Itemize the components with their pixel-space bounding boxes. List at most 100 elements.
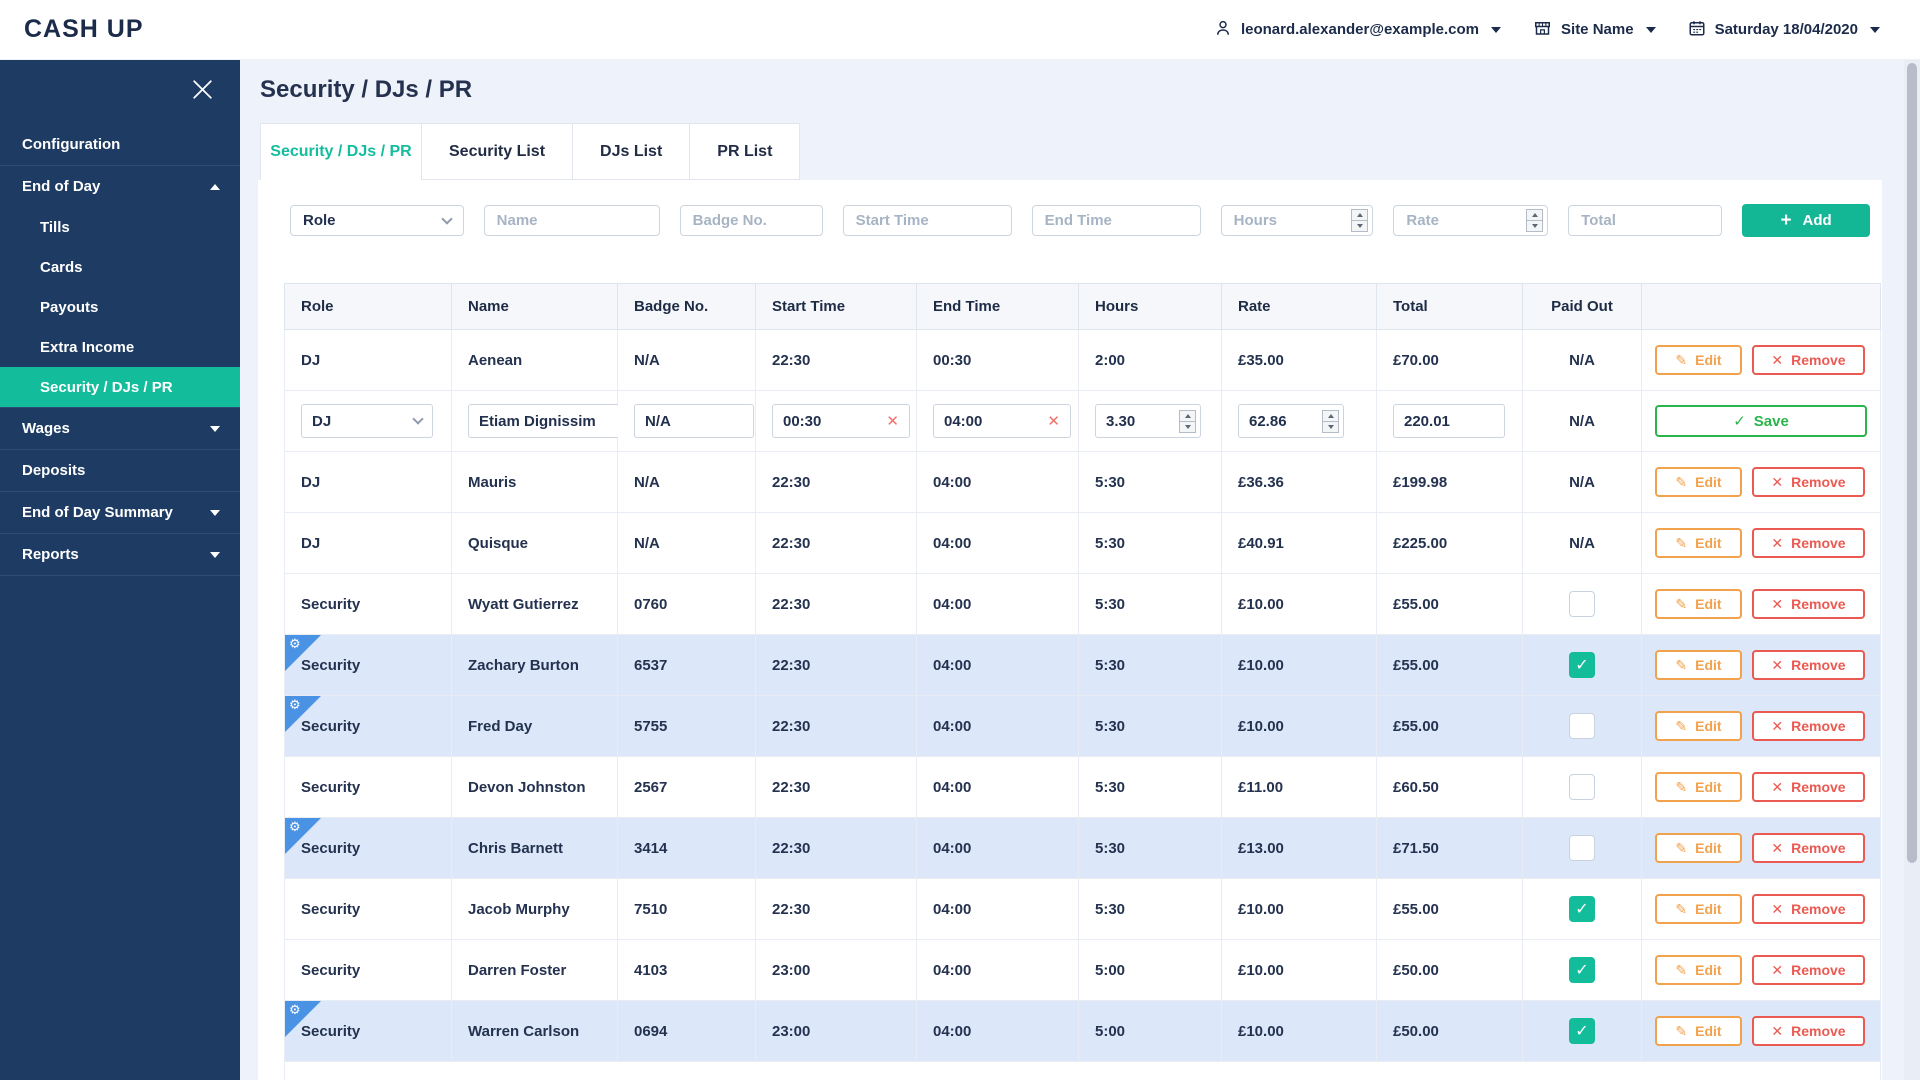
scrollbar-thumb[interactable] — [1907, 63, 1917, 863]
hours-stepper[interactable]: Hours — [1221, 205, 1374, 236]
edit-button[interactable]: ✎Edit — [1655, 467, 1742, 497]
remove-button[interactable]: ✕Remove — [1752, 1016, 1865, 1046]
remove-button-label: Remove — [1791, 352, 1845, 368]
sidebar-item-payouts[interactable]: Payouts — [0, 287, 240, 327]
sidebar-item-configuration[interactable]: Configuration — [0, 124, 240, 165]
name-input[interactable] — [484, 205, 660, 236]
edit-total-input[interactable] — [1393, 404, 1505, 438]
date-menu[interactable]: Saturday 18/04/2020 — [1688, 19, 1880, 41]
user-menu[interactable]: leonard.alexander@example.com — [1214, 19, 1501, 41]
edit-button-label: Edit — [1695, 962, 1721, 978]
paid-out-checkbox[interactable]: ✓ — [1569, 652, 1595, 678]
sidebar-item-end-of-day-summary[interactable]: End of Day Summary — [0, 492, 240, 533]
edit-rate-stepper[interactable]: 62.86 — [1238, 404, 1344, 438]
sidebar-item-reports[interactable]: Reports — [0, 534, 240, 575]
content-panel: Role Hours Rate + Add — [258, 180, 1882, 1080]
edit-hours-stepper[interactable]: 3.30 — [1095, 404, 1201, 438]
cell-paid-out: ✓ — [1523, 635, 1642, 696]
edit-button[interactable]: ✎Edit — [1655, 894, 1742, 924]
tab-security-list[interactable]: Security List — [421, 123, 573, 180]
sidebar-close-button[interactable] — [0, 60, 240, 124]
end-time-input[interactable] — [1032, 205, 1201, 236]
sidebar-item-tills[interactable]: Tills — [0, 207, 240, 247]
remove-button[interactable]: ✕Remove — [1752, 528, 1865, 558]
remove-button[interactable]: ✕Remove — [1752, 650, 1865, 680]
edit-button-label: Edit — [1695, 1023, 1721, 1039]
rate-stepper[interactable]: Rate — [1393, 205, 1548, 236]
remove-button-label: Remove — [1791, 657, 1845, 673]
edit-name-input[interactable] — [468, 404, 620, 438]
cell-paid-out: N/A — [1523, 391, 1642, 452]
paid-out-checkbox[interactable] — [1569, 713, 1595, 739]
badge-no-input[interactable] — [680, 205, 823, 236]
tab-pr-list[interactable]: PR List — [689, 123, 800, 180]
paid-out-checkbox[interactable] — [1569, 774, 1595, 800]
remove-button[interactable]: ✕Remove — [1752, 467, 1865, 497]
cloud-sync-icon: ⚙ — [289, 1003, 301, 1016]
edit-button[interactable]: ✎Edit — [1655, 833, 1742, 863]
edit-button[interactable]: ✎Edit — [1655, 528, 1742, 558]
chevron-down-icon — [210, 510, 220, 516]
paid-out-checkbox[interactable] — [1569, 591, 1595, 617]
tab-security-djs-pr[interactable]: Security / DJs / PR — [260, 123, 422, 180]
role-value: DJ — [301, 474, 320, 491]
cell-badge-no: 0760 — [618, 574, 756, 635]
sidebar-item-deposits[interactable]: Deposits — [0, 450, 240, 491]
cell-actions: ✎Edit ✕Remove — [1642, 452, 1881, 513]
sidebar-item-end-of-day[interactable]: End of Day — [0, 166, 240, 207]
page-scrollbar[interactable] — [1904, 60, 1920, 1080]
cell-role: Security — [285, 940, 452, 1001]
paid-out-checkbox[interactable]: ✓ — [1569, 1018, 1595, 1044]
sidebar-item-extra-income[interactable]: Extra Income — [0, 327, 240, 367]
paid-out-checkbox[interactable] — [1569, 835, 1595, 861]
total-input[interactable] — [1568, 205, 1722, 236]
sidebar-item-security-djs-pr[interactable]: Security / DJs / PR — [0, 367, 240, 407]
cell-end-time: 04:00 — [917, 757, 1079, 818]
remove-button[interactable]: ✕Remove — [1752, 345, 1865, 375]
cell-actions: ✎Edit ✕Remove — [1642, 818, 1881, 879]
edit-button[interactable]: ✎Edit — [1655, 345, 1742, 375]
cell-name: Mauris — [452, 452, 618, 513]
remove-button[interactable]: ✕Remove — [1752, 772, 1865, 802]
cell-actions: ✎Edit ✕Remove — [1642, 1001, 1881, 1062]
remove-button[interactable]: ✕Remove — [1752, 711, 1865, 741]
role-select[interactable]: Role — [290, 205, 464, 236]
remove-button[interactable]: ✕Remove — [1752, 894, 1865, 924]
edit-button[interactable]: ✎Edit — [1655, 650, 1742, 680]
edit-role-select[interactable]: DJ — [301, 404, 433, 438]
remove-button[interactable]: ✕Remove — [1752, 833, 1865, 863]
edit-button[interactable]: ✎Edit — [1655, 955, 1742, 985]
edit-button[interactable]: ✎Edit — [1655, 772, 1742, 802]
edit-button-label: Edit — [1695, 779, 1721, 795]
x-icon: ✕ — [1771, 474, 1783, 491]
edit-button-label: Edit — [1695, 840, 1721, 856]
remove-button[interactable]: ✕Remove — [1752, 955, 1865, 985]
number-spinner[interactable] — [1179, 410, 1196, 433]
edit-button[interactable]: ✎Edit — [1655, 1016, 1742, 1046]
sidebar-item-cards[interactable]: Cards — [0, 247, 240, 287]
remove-button[interactable]: ✕Remove — [1752, 589, 1865, 619]
edit-start-time-input[interactable]: 00:30✕ — [772, 404, 910, 438]
number-spinner[interactable] — [1526, 209, 1543, 232]
site-menu[interactable]: Site Name — [1533, 19, 1656, 41]
number-spinner[interactable] — [1351, 209, 1368, 232]
clear-start-time-button[interactable]: ✕ — [886, 412, 899, 430]
edit-badge-input[interactable] — [634, 404, 754, 438]
sidebar-item-wages[interactable]: Wages — [0, 408, 240, 449]
cell-paid-out: ✓ — [1523, 879, 1642, 940]
number-spinner[interactable] — [1322, 410, 1339, 433]
cell-role: Security — [285, 757, 452, 818]
user-icon — [1214, 19, 1232, 41]
edit-button[interactable]: ✎Edit — [1655, 589, 1742, 619]
edit-button[interactable]: ✎Edit — [1655, 711, 1742, 741]
tab-djs-list[interactable]: DJs List — [572, 123, 690, 180]
add-button[interactable]: + Add — [1742, 204, 1870, 237]
paid-out-checkbox[interactable]: ✓ — [1569, 896, 1595, 922]
edit-end-time-input[interactable]: 04:00✕ — [933, 404, 1071, 438]
sidebar-item-label: Security / DJs / PR — [40, 379, 173, 396]
paid-out-checkbox[interactable]: ✓ — [1569, 957, 1595, 983]
save-button[interactable]: ✓Save — [1655, 405, 1867, 437]
start-time-input[interactable] — [843, 205, 1012, 236]
spin-down-icon — [1185, 425, 1191, 429]
clear-end-time-button[interactable]: ✕ — [1047, 412, 1060, 430]
